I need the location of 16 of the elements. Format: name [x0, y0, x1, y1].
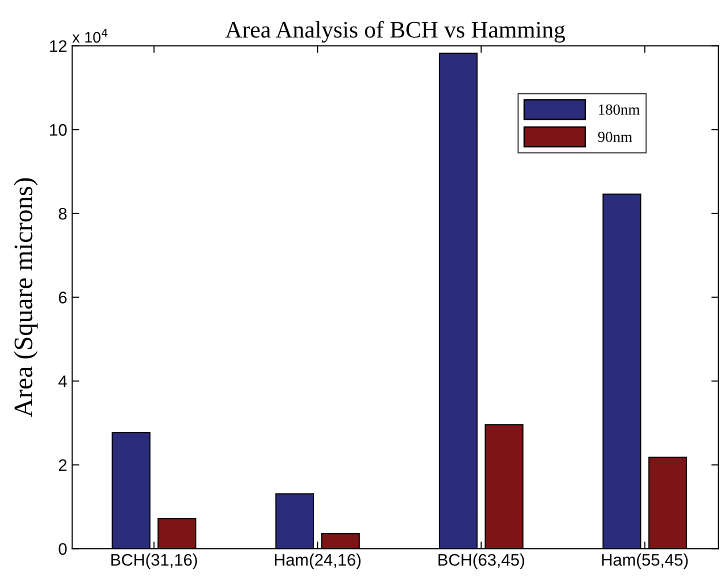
x-tick-label: Ham(55,45): [602, 554, 688, 570]
text: x 10$^{4}$: [72, 28, 108, 43]
legend-label: 180nm: [598, 104, 640, 115]
y-axis-title: Area (Square microns): [14, 178, 38, 418]
y-tick-label: 0: [58, 543, 67, 555]
x-tick-label: Ham(24,16): [274, 554, 361, 570]
y-tick-label: 12: [50, 40, 67, 52]
x-tick-label: BCH(63,45): [438, 554, 524, 570]
y-tick-label: 2: [58, 459, 67, 471]
chart-title: Area Analysis of BCH vs Hamming: [225, 20, 566, 43]
y-tick-label: 4: [58, 376, 67, 388]
legend-label: 90nm: [598, 132, 632, 142]
y-tick-label: 10: [50, 124, 67, 136]
x-tick-label: BCH(31,16): [111, 554, 197, 570]
y-tick-label: 8: [58, 208, 67, 220]
y-tick-label: 6: [58, 292, 67, 304]
